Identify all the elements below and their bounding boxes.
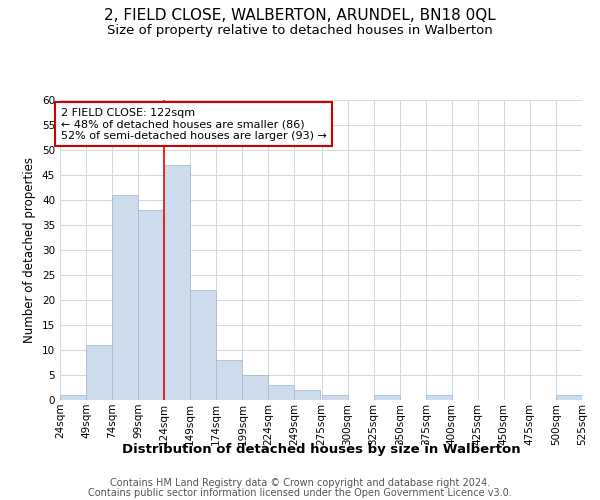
Bar (295, 390, 320, 400)
Text: Distribution of detached houses by size in Walberton: Distribution of detached houses by size … (122, 442, 520, 456)
Bar (426, 395, 452, 400)
Text: Size of property relative to detached houses in Walberton: Size of property relative to detached ho… (107, 24, 493, 37)
Text: Contains public sector information licensed under the Open Government Licence v3: Contains public sector information licen… (88, 488, 512, 498)
Bar (138, 210, 164, 400)
Bar (268, 385, 295, 400)
Bar (556, 395, 582, 400)
Text: Contains HM Land Registry data © Crown copyright and database right 2024.: Contains HM Land Registry data © Crown c… (110, 478, 490, 488)
Bar (112, 195, 138, 400)
Text: 2 FIELD CLOSE: 122sqm
← 48% of detached houses are smaller (86)
52% of semi-deta: 2 FIELD CLOSE: 122sqm ← 48% of detached … (61, 108, 327, 140)
Bar (216, 360, 242, 400)
Y-axis label: Number of detached properties: Number of detached properties (23, 157, 37, 343)
Bar (164, 165, 190, 400)
Bar (190, 290, 216, 400)
Bar (60, 395, 86, 400)
Bar (322, 395, 347, 400)
Bar (86, 345, 112, 400)
Bar (242, 375, 268, 400)
Bar (374, 395, 400, 400)
Text: 2, FIELD CLOSE, WALBERTON, ARUNDEL, BN18 0QL: 2, FIELD CLOSE, WALBERTON, ARUNDEL, BN18… (104, 8, 496, 22)
